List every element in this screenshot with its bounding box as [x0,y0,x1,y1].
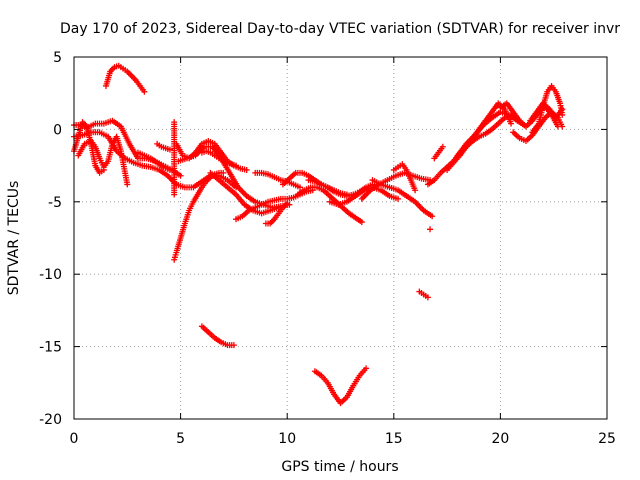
data-point [414,201,421,208]
data-point [268,219,275,226]
data-point [395,195,402,202]
chart-title: Day 170 of 2023, Sidereal Day-to-day VTE… [60,21,620,37]
y-tick-label: -5 [48,195,62,211]
data-point [559,123,566,130]
grid [74,57,607,419]
data-point [417,204,424,211]
x-axis-label: GPS time / hours [281,459,398,475]
data-point [177,172,184,179]
y-tick-label: 5 [53,50,62,66]
data-point [167,175,174,182]
data-point [281,203,288,210]
data-point [243,166,250,173]
data-point [358,219,365,226]
y-axis-label: SDTVAR / TECUs [6,181,22,296]
data-point [429,213,436,220]
data-point [412,187,419,194]
data-point [424,294,431,301]
y-tick-label: -15 [39,340,62,356]
data-point [127,71,134,78]
x-tick-label: 5 [176,431,185,447]
data-point [282,201,289,208]
data-point [124,181,131,188]
y-tick-label: -20 [39,412,62,428]
data-point [363,365,370,372]
data-point [166,166,173,173]
plot-frame [73,56,608,420]
data-point [364,190,371,197]
data-point [439,143,446,150]
data-point [416,203,423,210]
data-point [233,162,240,169]
data-point [129,74,136,81]
data-point [427,226,434,233]
data-points [71,62,566,407]
data-point [166,146,173,153]
x-tick-label: 15 [385,431,403,447]
x-tick-label: 10 [278,431,296,447]
data-point [220,169,227,176]
data-point [269,217,276,224]
data-point [141,88,148,95]
x-tick-label: 20 [491,431,509,447]
data-point [171,191,178,198]
data-point [284,200,291,207]
data-point [358,195,365,202]
data-point [240,190,247,197]
data-point [128,72,135,79]
y-tick-label: 0 [53,122,62,138]
data-point [131,75,138,82]
axis-ticks: 0 5 10 15 20 25 -20 -15 -10 -5 0 5 [39,50,616,447]
data-point [508,120,515,127]
data-point [559,106,566,113]
y-tick-label: -10 [39,267,62,283]
x-tick-label: 0 [70,431,79,447]
data-point [239,188,246,195]
data-point [230,342,237,349]
data-point [296,184,303,191]
data-point [125,69,132,76]
data-point [238,187,245,194]
x-tick-label: 25 [598,431,616,447]
